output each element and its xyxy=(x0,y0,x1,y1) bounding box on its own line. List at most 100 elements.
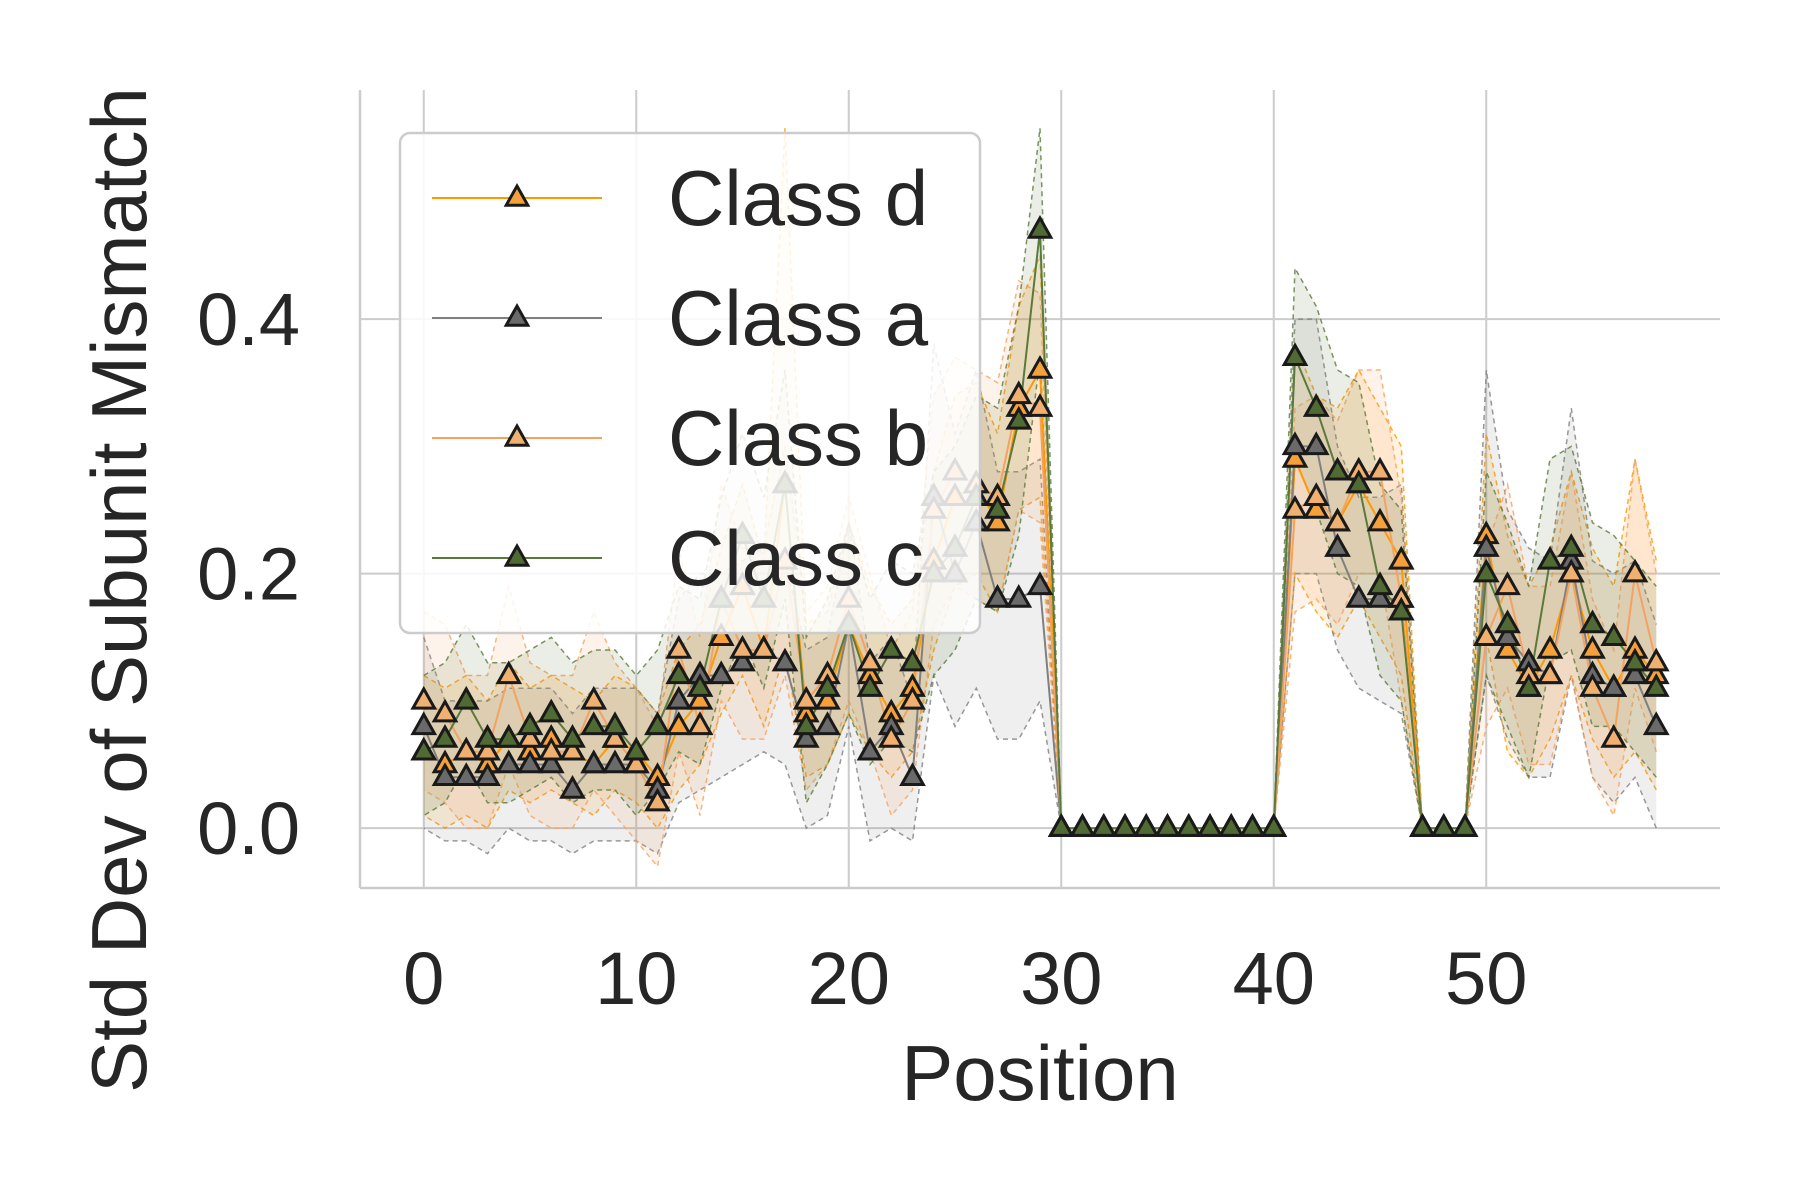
marker-s1-p4 xyxy=(495,749,523,774)
marker-s3-p10 xyxy=(622,736,650,761)
x-tick-label-0: 0 xyxy=(403,937,444,1020)
marker-s3-p33 xyxy=(1111,813,1139,837)
x-axis-title: Position xyxy=(901,1029,1179,1117)
marker-s3-p3 xyxy=(474,724,501,748)
marker-s3-p18 xyxy=(792,711,820,736)
legend-marker-3 xyxy=(503,542,531,567)
legend: Class d Class a Class b Class c xyxy=(398,131,982,635)
marker-s2-p5 xyxy=(516,724,544,748)
legend-label-1: Class a xyxy=(668,274,929,362)
marker-s2-p54 xyxy=(1557,558,1585,583)
marker-s2-p6 xyxy=(537,736,565,761)
marker-s2-p53 xyxy=(1536,660,1564,685)
marker-s2-p51 xyxy=(1494,571,1521,596)
marker-s2-p50 xyxy=(1472,622,1500,646)
marker-s0-p12 xyxy=(665,711,693,736)
marker-s2-p29 xyxy=(1026,393,1054,417)
marker-s3-p42 xyxy=(1302,393,1330,417)
legend-box xyxy=(398,131,982,635)
marker-s3-p44 xyxy=(1345,469,1373,494)
marker-s3-p1 xyxy=(431,724,459,748)
marker-s2-p15 xyxy=(729,634,756,659)
marker-s0-p29 xyxy=(1026,354,1054,379)
marker-s0-p27 xyxy=(984,507,1011,532)
marker-s2-p4 xyxy=(495,660,523,685)
marker-s2-p11 xyxy=(644,787,671,812)
marker-s3-p37 xyxy=(1196,813,1224,837)
marker-s2-p41 xyxy=(1281,494,1309,519)
marker-s1-p19 xyxy=(814,711,841,736)
marker-s3-p2 xyxy=(452,685,480,710)
marker-s3-p55 xyxy=(1579,609,1606,634)
marker-s1-p51 xyxy=(1494,622,1521,646)
marker-s1-p29 xyxy=(1026,571,1054,596)
marker-s1-p27 xyxy=(984,584,1011,608)
marker-s3-p4 xyxy=(495,724,523,748)
marker-s2-p10 xyxy=(622,749,650,774)
marker-s3-p31 xyxy=(1069,813,1096,837)
marker-s1-p28 xyxy=(1005,584,1033,608)
marker-s1-p12 xyxy=(665,685,693,710)
marker-s3-p13 xyxy=(686,673,714,697)
marker-s1-p58 xyxy=(1642,711,1670,736)
marker-s3-p51 xyxy=(1494,609,1521,634)
marker-s2-p55 xyxy=(1579,673,1606,697)
marker-s3-p22 xyxy=(877,634,905,659)
marker-s3-p53 xyxy=(1536,545,1564,570)
marker-s2-p13 xyxy=(686,711,714,736)
marker-s3-p28 xyxy=(1005,405,1033,430)
marker-s3-p34 xyxy=(1132,813,1160,837)
marker-s3-p32 xyxy=(1090,813,1118,837)
marker-s2-p2 xyxy=(452,736,480,761)
y-tick-label-0: 0.0 xyxy=(197,787,300,870)
marker-s1-p42 xyxy=(1302,431,1330,456)
marker-s2-p21 xyxy=(856,647,884,672)
marker-s3-p54 xyxy=(1557,533,1585,557)
marker-s3-p12 xyxy=(665,660,693,685)
marker-s1-p57 xyxy=(1621,660,1649,685)
marker-s3-p8 xyxy=(580,711,608,736)
marker-s2-p8 xyxy=(580,685,608,710)
x-tick-labels: 0 10 20 30 40 50 xyxy=(403,937,1527,1020)
legend-label-0: Class d xyxy=(668,154,928,242)
marker-s1-p44 xyxy=(1345,584,1373,608)
marker-s2-p18 xyxy=(792,685,820,710)
marker-s0-p53 xyxy=(1536,634,1564,659)
marker-s3-p7 xyxy=(559,724,586,748)
marker-s1-p17 xyxy=(771,647,799,672)
legend-marker-2 xyxy=(503,422,531,447)
marker-s3-p39 xyxy=(1239,813,1266,837)
marker-s0-p51 xyxy=(1494,634,1521,659)
marker-s1-p8 xyxy=(580,749,608,774)
marker-s1-p43 xyxy=(1324,533,1351,557)
marker-s3-p46 xyxy=(1387,596,1415,621)
marker-s2-p9 xyxy=(601,724,629,748)
marker-s3-p47 xyxy=(1409,813,1436,837)
marker-s3-p50 xyxy=(1472,558,1500,583)
marker-s2-p28 xyxy=(1005,380,1033,405)
marker-s2-p56 xyxy=(1600,724,1628,748)
marker-s1-p50 xyxy=(1472,533,1500,557)
marker-s1-p56 xyxy=(1600,673,1628,697)
x-tick-label-4: 40 xyxy=(1233,937,1315,1020)
marker-s0-p45 xyxy=(1366,507,1394,532)
marker-s2-p22 xyxy=(877,724,905,748)
marker-s3-p49 xyxy=(1451,813,1479,837)
marker-s3-p58 xyxy=(1642,673,1670,697)
marker-s0-p14 xyxy=(707,622,735,646)
marker-s2-p43 xyxy=(1324,507,1351,532)
marker-s1-p23 xyxy=(899,762,926,786)
legend-marker-1 xyxy=(503,302,531,327)
marker-s3-p21 xyxy=(856,673,884,697)
marker-s2-p57 xyxy=(1621,558,1649,583)
marker-s3-p6 xyxy=(537,698,565,723)
marker-s3-p57 xyxy=(1621,647,1649,672)
x-tick-label-2: 20 xyxy=(808,937,890,1020)
marker-s3-p48 xyxy=(1430,813,1458,837)
marker-s1-p0 xyxy=(410,711,438,736)
marker-s3-p40 xyxy=(1260,813,1288,837)
band-lower-edge-1 xyxy=(423,572,1657,855)
x-tick-label-1: 10 xyxy=(595,937,677,1020)
y-tick-label-2: 0.4 xyxy=(197,278,300,361)
